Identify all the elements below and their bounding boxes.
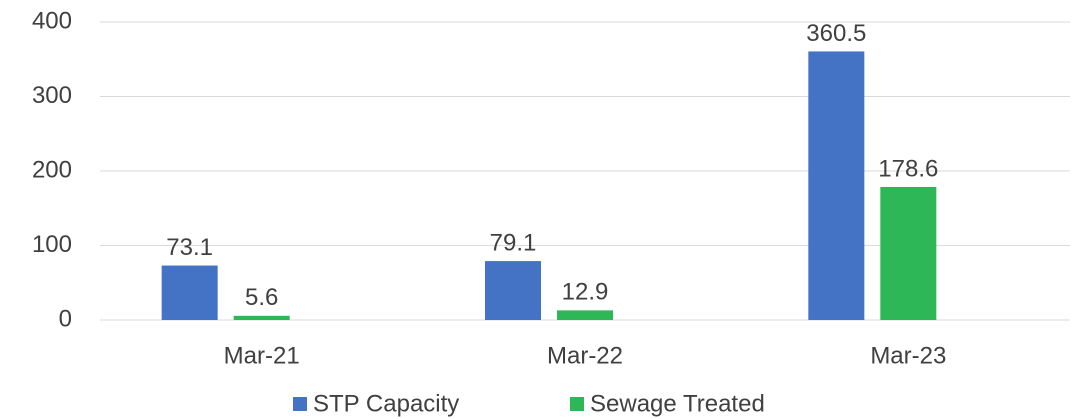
bar bbox=[880, 186, 937, 320]
legend-label: STP Capacity bbox=[313, 390, 459, 417]
bar bbox=[557, 310, 613, 320]
data-label: 73.1 bbox=[166, 234, 213, 261]
y-tick-label: 300 bbox=[32, 82, 72, 109]
legend-swatch bbox=[570, 397, 584, 411]
x-tick-label: Mar-23 bbox=[870, 342, 946, 369]
bar bbox=[485, 261, 541, 320]
data-label: 79.1 bbox=[490, 229, 537, 256]
x-tick-label: Mar-21 bbox=[224, 342, 300, 369]
y-tick-label: 400 bbox=[32, 7, 72, 34]
y-tick-label: 200 bbox=[32, 156, 72, 183]
data-label: 5.6 bbox=[245, 284, 278, 311]
bar bbox=[233, 315, 290, 320]
bar bbox=[808, 51, 865, 321]
bar bbox=[161, 265, 218, 320]
data-label: 178.6 bbox=[878, 155, 938, 182]
legend-swatch bbox=[293, 397, 307, 411]
y-tick-label: 100 bbox=[32, 231, 72, 258]
x-tick-label: Mar-22 bbox=[547, 342, 623, 369]
legend-label: Sewage Treated bbox=[590, 390, 765, 417]
data-label: 360.5 bbox=[806, 20, 866, 47]
y-tick-label: 0 bbox=[59, 305, 72, 332]
data-label: 12.9 bbox=[562, 279, 609, 306]
